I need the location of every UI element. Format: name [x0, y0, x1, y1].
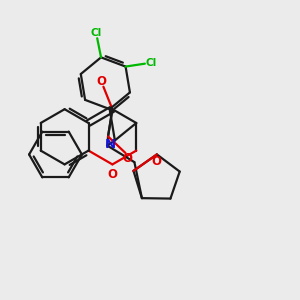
- Text: Cl: Cl: [145, 58, 157, 68]
- Text: Cl: Cl: [90, 28, 101, 38]
- Text: O: O: [122, 152, 132, 165]
- Text: O: O: [107, 168, 117, 181]
- Text: O: O: [152, 154, 162, 168]
- Text: N: N: [105, 138, 116, 151]
- Text: O: O: [96, 75, 106, 88]
